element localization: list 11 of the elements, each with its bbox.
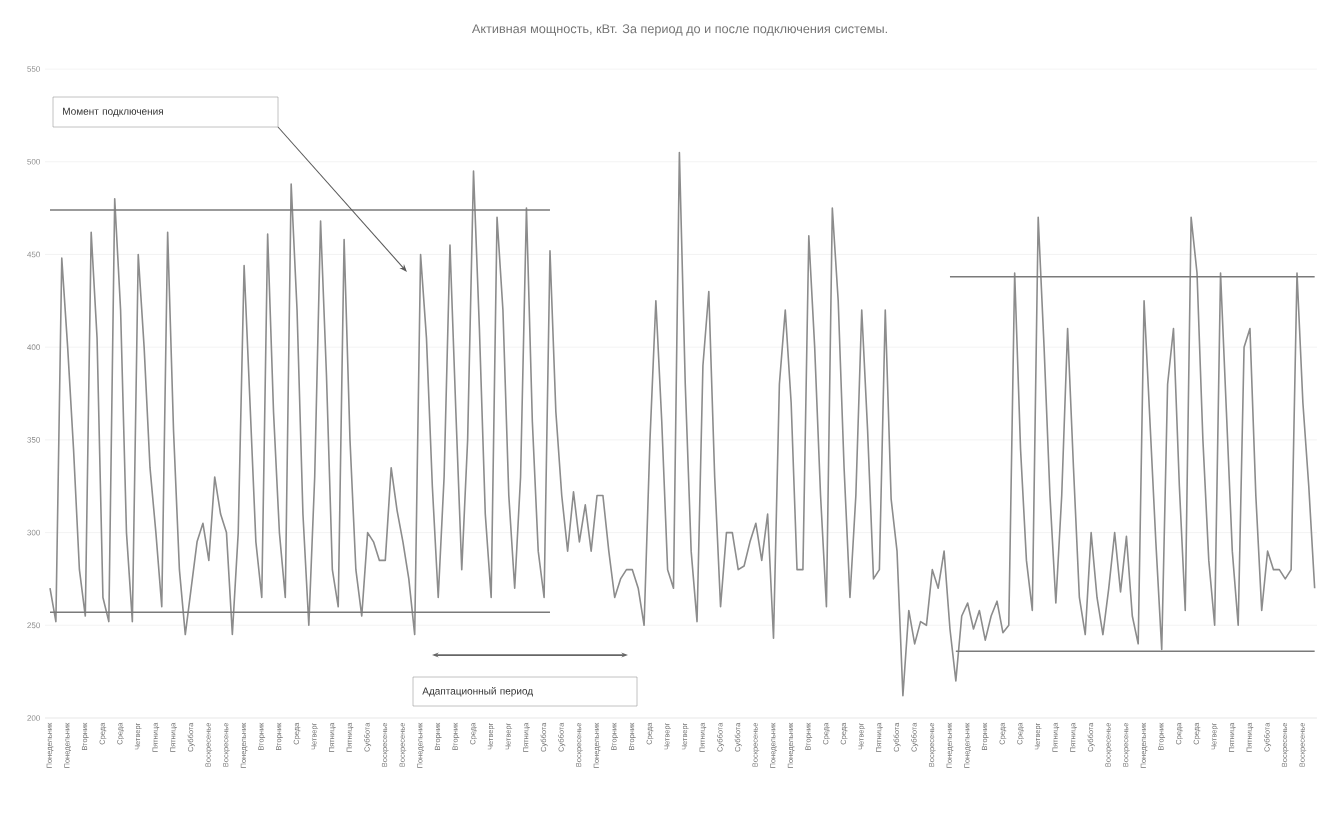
chart-title: Активная мощность, кВт. За период до и после подключения системы.	[471, 24, 887, 36]
y-tick-label: 350	[27, 437, 40, 443]
annotation: Момент подключения	[63, 107, 163, 117]
y-tick-label: 450	[27, 251, 40, 258]
y-tick-label: 200	[27, 715, 40, 721]
y-tick-label: 400	[27, 344, 40, 350]
y-tick-label: 500	[27, 158, 40, 165]
annotation: Адаптационный период	[422, 687, 533, 697]
y-tick-label: 250	[27, 622, 40, 629]
y-tick-label: 300	[27, 529, 40, 536]
y-tick-label: 550	[27, 66, 40, 72]
